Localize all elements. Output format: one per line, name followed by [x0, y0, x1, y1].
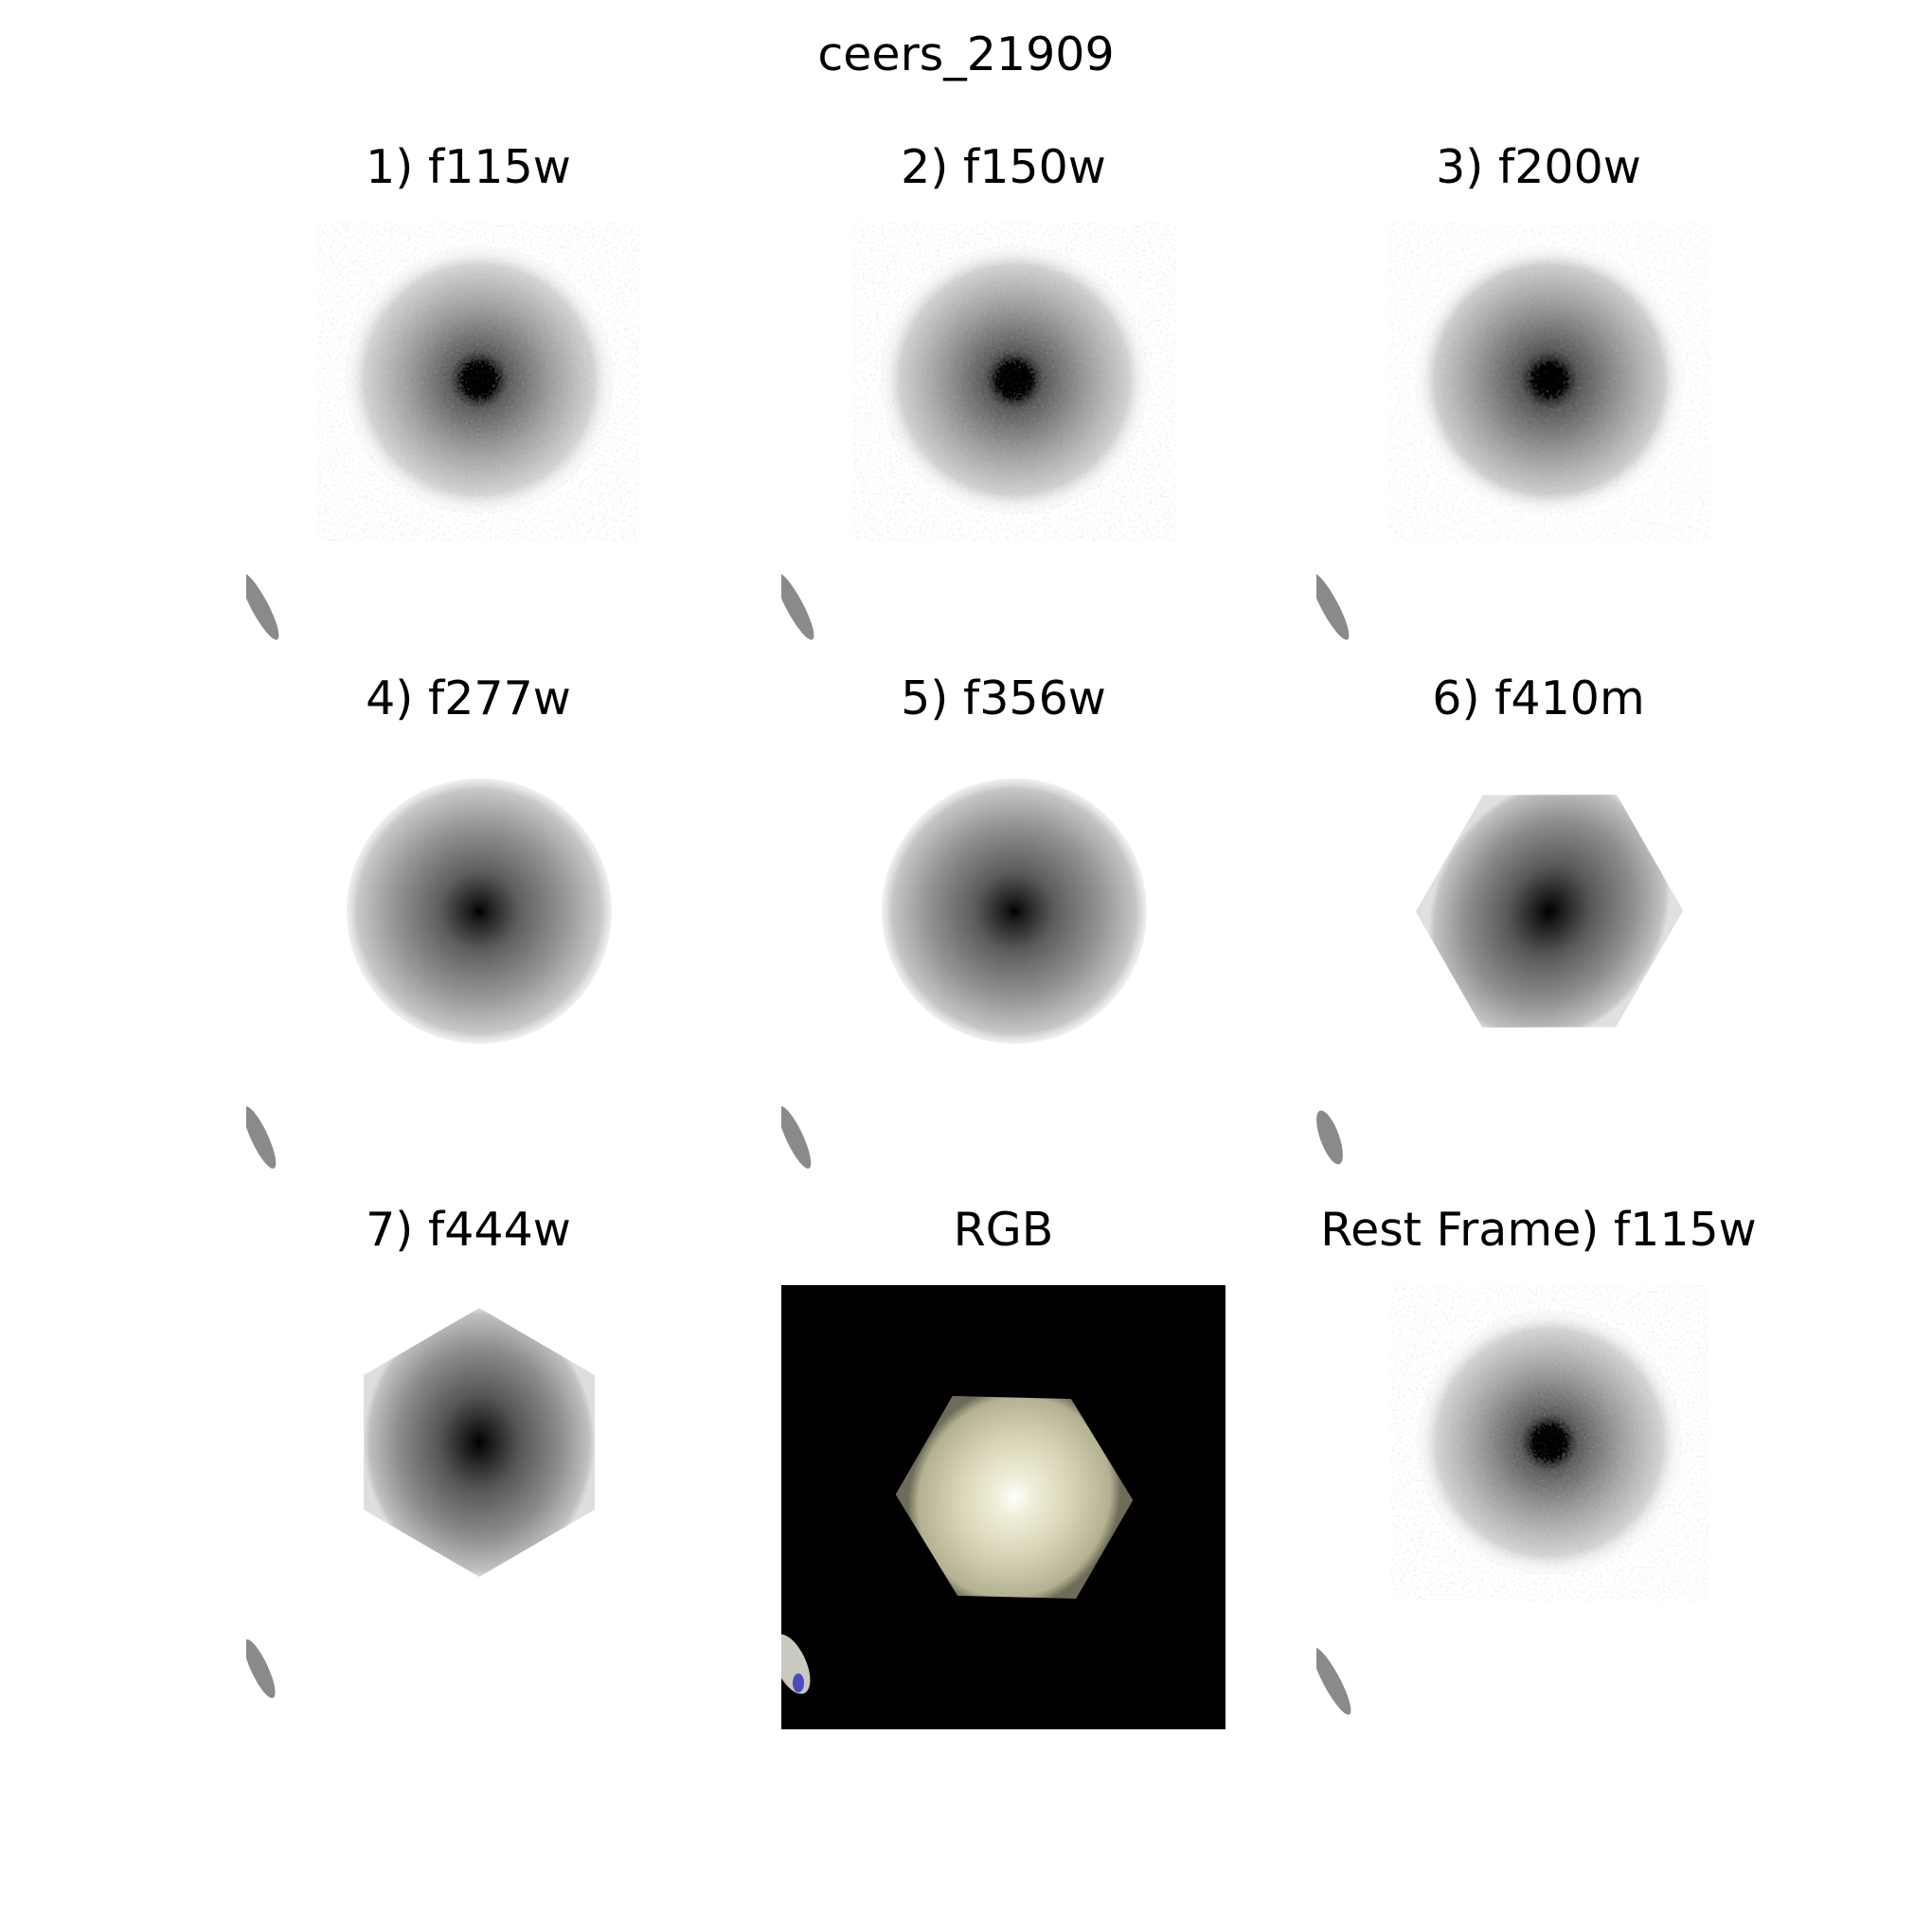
cutout-image-f444w: [246, 1285, 690, 1729]
cutout-image-rgb: [781, 1285, 1225, 1729]
panel-title: Rest Frame) f115w: [1127, 1202, 1932, 1259]
cutout-image-f410m: [1316, 754, 1761, 1198]
cutout-image-f200w: [1316, 223, 1761, 667]
cutout-image-f356w: [781, 754, 1225, 1198]
panel-f356w: 5) f356w: [781, 754, 1225, 1198]
panel-f444w: 7) f444w: [246, 1285, 690, 1729]
panel-rgb: RGB: [781, 1285, 1225, 1729]
panel-f115w: 1) f115w: [246, 223, 690, 667]
cutout-image-f277w: [246, 754, 690, 1198]
figure-title: ceers_21909: [0, 27, 1932, 83]
panel-f150w: 2) f150w: [781, 223, 1225, 667]
panel-f200w: 3) f200w: [1316, 223, 1761, 667]
cutout-image-rest-frame-f115w: [1316, 1285, 1761, 1729]
panel-title: 6) f410m: [1127, 671, 1932, 727]
panel-f410m: 6) f410m: [1316, 754, 1761, 1198]
panel-rest-frame-f115w: Rest Frame) f115w: [1316, 1285, 1761, 1729]
panel-title: 3) f200w: [1127, 139, 1932, 196]
cutout-image-f115w: [246, 223, 690, 667]
panel-f277w: 4) f277w: [246, 754, 690, 1198]
cutout-image-f150w: [781, 223, 1225, 667]
